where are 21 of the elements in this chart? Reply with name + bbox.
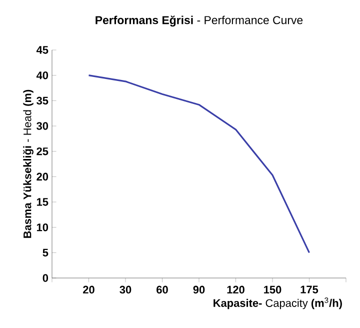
line-series [88,74,310,254]
y-tick-label: 40 [36,71,48,80]
y-tick-label: 10 [36,223,48,232]
x-tick-label: 175 [300,286,318,294]
x-tick-label: 30 [120,286,132,294]
y-axis-title: Basma Yüksekliği - Head (m) [23,90,34,238]
y-tick-label: 30 [36,122,48,130]
x-tick-label: 60 [156,286,168,294]
y-tick-label: 15 [36,198,48,206]
chart-title: Performans Eğrisi - Performance Curve [96,16,303,26]
x-tick-label: 120 [227,286,244,294]
y-tick-label: 35 [36,96,48,105]
x-axis-title: Kapasite- Capacity (m$^{3}$/h) [214,298,342,310]
y-tick-label: 45 [36,46,48,54]
x-tick-label: 90 [193,286,205,294]
y-tick-label: 20 [36,172,48,181]
x-tick-label: 150 [264,286,282,294]
x-tick-label: 20 [83,286,94,294]
y-tick-label: 25 [36,147,48,156]
y-tick-label: 0 [42,274,48,282]
y-tick-label: 5 [42,248,48,256]
